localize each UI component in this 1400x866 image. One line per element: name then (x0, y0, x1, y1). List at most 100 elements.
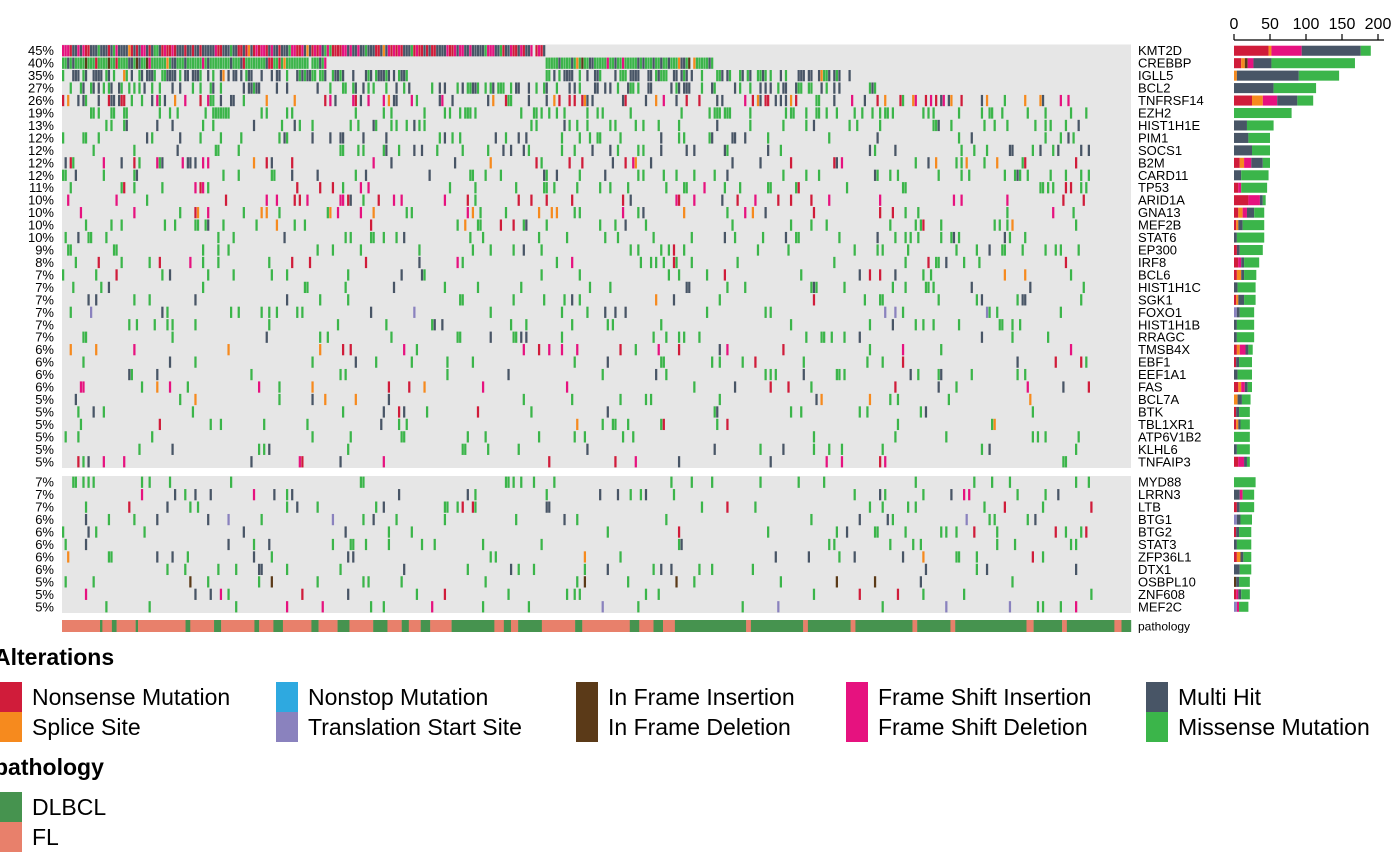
alteration-cell (812, 207, 816, 219)
alteration-cell (690, 476, 693, 488)
gene-bar-tp53 (1234, 182, 1268, 193)
alteration-cell (672, 294, 676, 306)
percent-label-atp6v1b2: 5% (35, 429, 54, 444)
alteration-cell (840, 443, 844, 455)
alteration-cell (879, 107, 882, 119)
alteration-cell (359, 207, 363, 219)
alteration-cell (145, 57, 149, 69)
alteration-cell (858, 331, 861, 343)
alteration-cell (100, 70, 103, 82)
alteration-cell (545, 82, 548, 94)
alteration-cell (937, 294, 940, 306)
bar-segment-frame-shift-insertion (1271, 45, 1302, 56)
alteration-cell (568, 57, 571, 69)
alteration-cell (807, 551, 810, 563)
gene-bar-osbpl10 (1234, 576, 1250, 587)
alteration-cell (311, 381, 314, 393)
alteration-cell (334, 94, 337, 107)
alteration-cell (268, 57, 271, 69)
alteration-cell (120, 157, 123, 169)
alteration-cell (838, 82, 841, 94)
alteration-cell (963, 256, 966, 269)
alteration-cell (344, 82, 347, 94)
alteration-cell (525, 132, 528, 144)
alteration-cell (1001, 244, 1004, 256)
gene-row-hist1h1b (128, 319, 1022, 331)
alteration-cell (983, 501, 986, 513)
alteration-cell (525, 45, 528, 57)
bar-segment-frame-shift-insertion (1244, 157, 1252, 168)
alteration-cell (151, 57, 154, 69)
alteration-cell (82, 70, 85, 82)
alteration-cell (151, 94, 154, 107)
alteration-cell (364, 256, 368, 269)
pathology-cell-fl (318, 620, 338, 632)
alteration-cell (354, 45, 357, 57)
alteration-cell (319, 45, 322, 57)
alteration-cell (726, 418, 729, 431)
alteration-cell (545, 94, 548, 107)
alteration-cell (250, 70, 253, 82)
alteration-cell (833, 82, 836, 94)
alteration-cell (644, 94, 648, 107)
alteration-cell (489, 331, 492, 343)
alteration-cell (688, 281, 691, 294)
alteration-cell (278, 132, 281, 144)
alteration-cell (67, 45, 70, 57)
alteration-cell (1034, 513, 1037, 526)
alteration-cell (296, 182, 299, 194)
percent-label-bcl2: 27% (28, 81, 54, 96)
alteration-cell (637, 144, 640, 157)
alteration-cell (624, 94, 627, 107)
pathology-cell-dlbcl (420, 620, 431, 632)
alteration-cell (339, 45, 342, 57)
pathology-cell-dlbcl (337, 620, 350, 632)
alteration-cell (609, 119, 612, 132)
alteration-cell (800, 70, 803, 82)
alteration-cell (685, 57, 688, 69)
alteration-cell (349, 119, 352, 132)
alteration-cell (313, 57, 317, 69)
alteration-cell (812, 443, 816, 455)
alteration-cell (817, 169, 821, 181)
alteration-cell (316, 244, 319, 256)
gene-row-sgk1 (87, 294, 1083, 306)
alteration-cell (219, 94, 223, 107)
alteration-cell (680, 57, 683, 69)
alteration-cell (148, 601, 151, 613)
alteration-cell (677, 194, 681, 206)
alteration-cell (894, 431, 897, 443)
alteration-cell (764, 306, 767, 318)
alteration-cell (64, 538, 67, 551)
alteration-cell (400, 431, 403, 443)
bar-segment-frame-shift-insertion (1242, 207, 1247, 218)
alteration-cell (176, 107, 179, 119)
alteration-cell (614, 219, 617, 231)
alteration-cell (769, 368, 772, 381)
gene-label-mef2b: MEF2B (1138, 218, 1181, 233)
alteration-cell (784, 82, 788, 94)
alteration-cell (1085, 182, 1088, 194)
alteration-cell (642, 169, 645, 181)
alteration-cell (311, 356, 314, 368)
alteration-cell (1006, 219, 1009, 231)
alteration-cell (1085, 107, 1088, 119)
alteration-cell (927, 107, 930, 119)
bar-segment-frame-shift-insertion (1247, 58, 1254, 69)
alteration-cell (352, 70, 355, 82)
alteration-cell (693, 381, 696, 393)
alteration-cell (711, 563, 714, 576)
bar-segment-missense-mutation (1234, 431, 1250, 442)
alteration-cell (726, 207, 729, 219)
alteration-cell (843, 331, 846, 343)
gene-label-igll5: IGLL5 (1138, 68, 1173, 83)
alteration-cell (680, 538, 683, 551)
alteration-cell (711, 82, 714, 94)
alteration-cell (950, 94, 953, 107)
alteration-cell (219, 132, 223, 144)
alteration-cell (84, 501, 88, 513)
alteration-cell (876, 94, 879, 107)
alteration-cell (250, 82, 253, 94)
alteration-cell (520, 45, 523, 57)
alteration-cell (364, 70, 368, 82)
